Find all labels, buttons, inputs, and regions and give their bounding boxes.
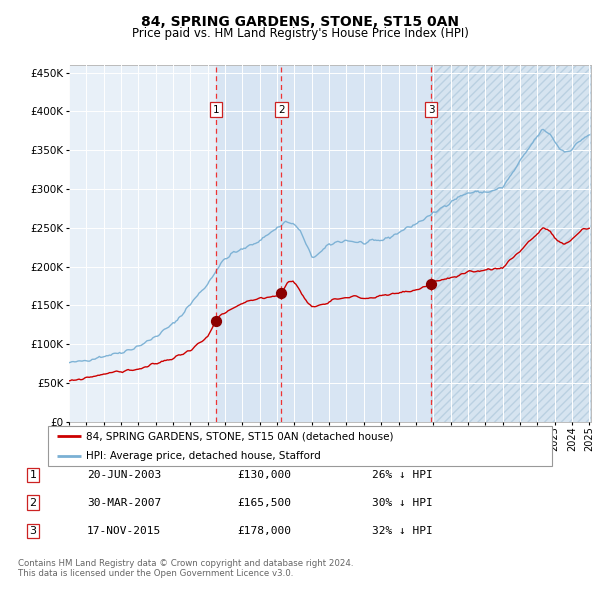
- Text: 30% ↓ HPI: 30% ↓ HPI: [372, 498, 433, 507]
- Bar: [431, 65, 591, 422]
- Text: HPI: Average price, detached house, Stafford: HPI: Average price, detached house, Staf…: [86, 451, 320, 461]
- Text: 3: 3: [29, 526, 37, 536]
- Text: £165,500: £165,500: [237, 498, 291, 507]
- Point: [277, 289, 286, 298]
- Text: 1: 1: [29, 470, 37, 480]
- Point: [427, 279, 436, 289]
- Text: 17-NOV-2015: 17-NOV-2015: [87, 526, 161, 536]
- Text: 2: 2: [29, 498, 37, 507]
- Text: This data is licensed under the Open Government Licence v3.0.: This data is licensed under the Open Gov…: [18, 569, 293, 578]
- Text: 30-MAR-2007: 30-MAR-2007: [87, 498, 161, 507]
- Bar: [431, 65, 591, 422]
- Text: 26% ↓ HPI: 26% ↓ HPI: [372, 470, 433, 480]
- Text: Price paid vs. HM Land Registry's House Price Index (HPI): Price paid vs. HM Land Registry's House …: [131, 27, 469, 40]
- Text: 20-JUN-2003: 20-JUN-2003: [87, 470, 161, 480]
- Text: 1: 1: [212, 104, 219, 114]
- Text: Contains HM Land Registry data © Crown copyright and database right 2024.: Contains HM Land Registry data © Crown c…: [18, 559, 353, 568]
- Bar: [216, 65, 281, 422]
- Bar: [281, 65, 431, 422]
- Text: 32% ↓ HPI: 32% ↓ HPI: [372, 526, 433, 536]
- Text: 84, SPRING GARDENS, STONE, ST15 0AN (detached house): 84, SPRING GARDENS, STONE, ST15 0AN (det…: [86, 431, 394, 441]
- Text: 84, SPRING GARDENS, STONE, ST15 0AN: 84, SPRING GARDENS, STONE, ST15 0AN: [141, 15, 459, 29]
- Text: £178,000: £178,000: [237, 526, 291, 536]
- Point: [211, 316, 221, 326]
- Text: 3: 3: [428, 104, 434, 114]
- Text: £130,000: £130,000: [237, 470, 291, 480]
- Text: 2: 2: [278, 104, 285, 114]
